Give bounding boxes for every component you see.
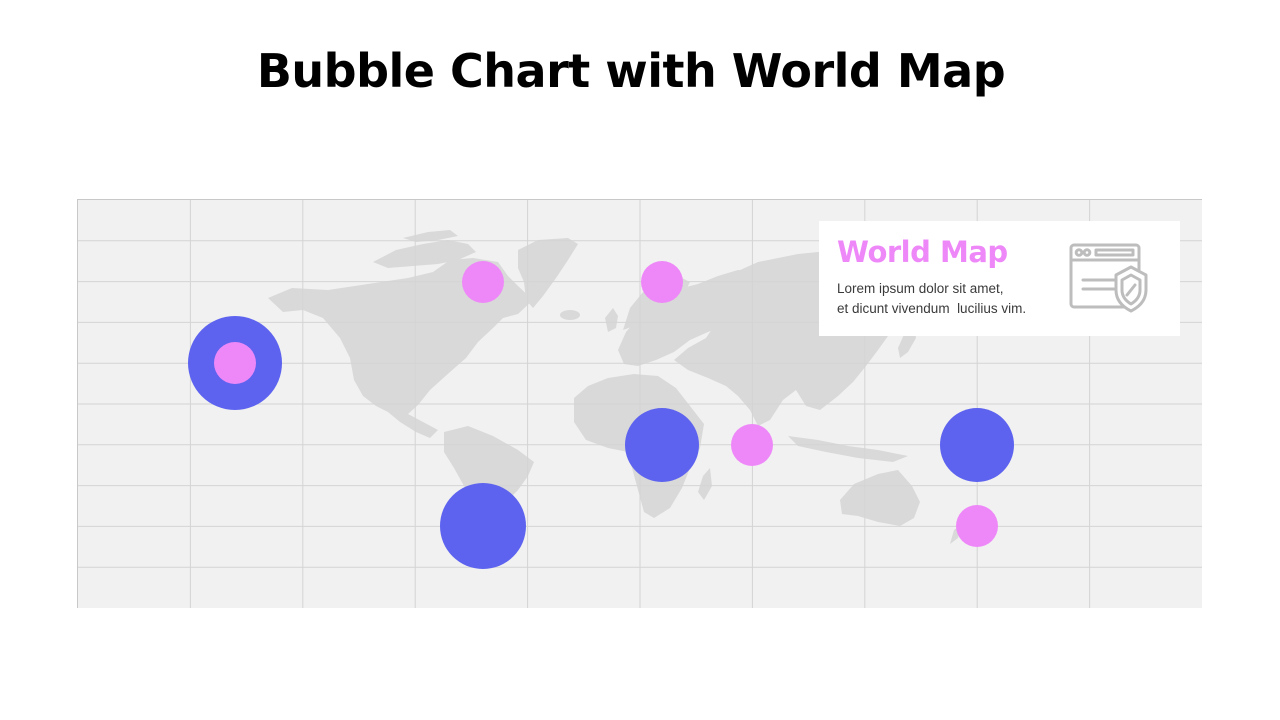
bubble-blue bbox=[625, 407, 700, 482]
south-america bbox=[444, 426, 534, 526]
bubble-blue bbox=[940, 407, 1015, 482]
bubble-pink bbox=[641, 260, 684, 303]
browser-shield-icon bbox=[1069, 243, 1153, 320]
madagascar bbox=[698, 468, 712, 500]
callout-description: Lorem ipsum dolor sit amet, et dicunt vi… bbox=[837, 279, 1067, 318]
greenland bbox=[518, 238, 578, 308]
bubble-pink bbox=[214, 342, 257, 385]
north-america bbox=[268, 258, 533, 438]
bubble-pink bbox=[461, 260, 504, 303]
bubble-pink bbox=[731, 423, 774, 466]
arctic-islands bbox=[373, 240, 476, 268]
callout-line-1: Lorem ipsum dolor sit amet, bbox=[837, 281, 1004, 296]
australia bbox=[840, 470, 920, 526]
page-title: Bubble Chart with World Map bbox=[256, 44, 1006, 98]
world-map-callout-card: World Map Lorem ipsum dolor sit amet, et… bbox=[819, 221, 1180, 336]
callout-title: World Map bbox=[837, 235, 1008, 269]
uk bbox=[605, 308, 618, 332]
bubble-blue bbox=[439, 483, 526, 570]
callout-line-2: et dicunt vivendum lucilius vim. bbox=[837, 300, 1027, 316]
indonesia bbox=[788, 436, 908, 462]
bubble-pink bbox=[956, 505, 999, 548]
iceland bbox=[560, 310, 580, 320]
